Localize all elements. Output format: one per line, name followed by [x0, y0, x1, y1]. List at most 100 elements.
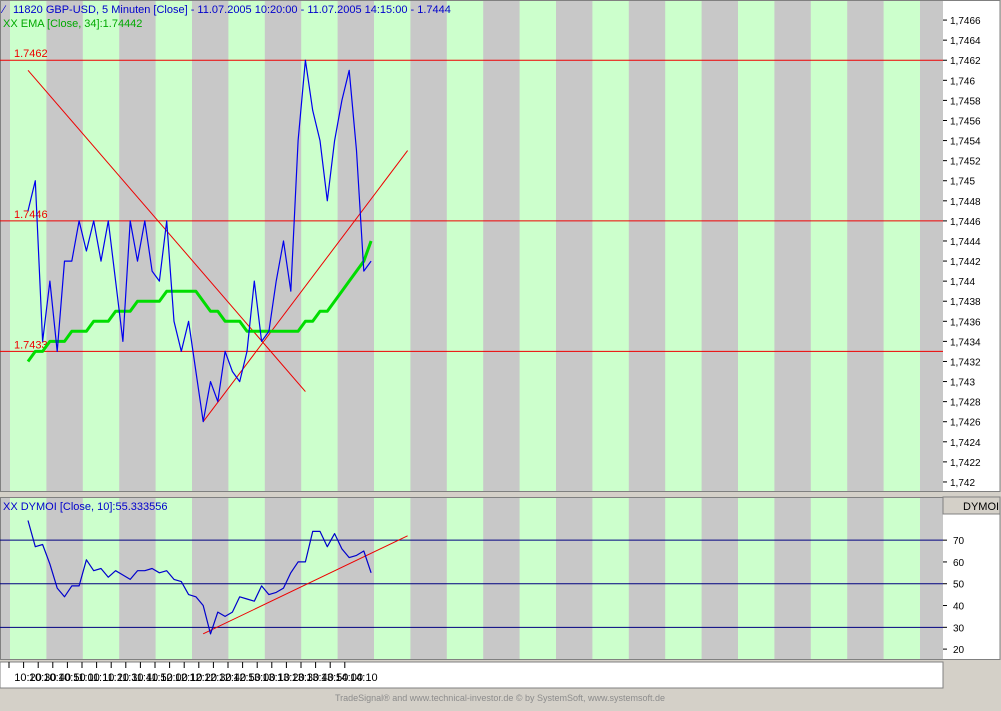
y-tick-label: 1,7428: [950, 398, 981, 409]
indicator-time-stripe: [738, 497, 775, 660]
y-tick-label: 1,7442: [950, 257, 981, 268]
price-time-stripe: [519, 0, 556, 492]
y-tick-label: 1,7436: [950, 317, 981, 328]
x-tick-label: 12:40: [219, 672, 247, 684]
indicator-time-stripe: [10, 497, 47, 660]
indicator-panel-background: [0, 496, 1001, 660]
y-tick-label: 1,744: [950, 277, 975, 288]
level-label: 1.7433: [14, 339, 48, 351]
x-tick-label: 13:10: [262, 672, 290, 684]
x-tick-label: 12:30: [204, 672, 232, 684]
price-time-stripe: [10, 0, 47, 492]
trend-line[interactable]: [202, 150, 408, 423]
x-tick-label: 12:10: [175, 672, 203, 684]
indicator-time-stripe: [592, 497, 629, 660]
price-time-stripe: [592, 0, 629, 492]
x-tick-label: 12:00: [160, 672, 188, 684]
price-line[interactable]: [27, 59, 372, 423]
y-tick-label: 70: [953, 536, 965, 547]
x-axis-strip: [0, 661, 944, 689]
y-tick-label: 30: [953, 623, 965, 634]
indicator-time-stripe: [810, 497, 848, 660]
y-tick-label: 1,746: [950, 76, 975, 87]
price-time-stripe: [883, 0, 920, 492]
dymoi-line[interactable]: [27, 520, 372, 635]
indicator-time-stripe: [374, 497, 411, 660]
indicator-border: [0, 497, 1001, 660]
price-time-stripe: [665, 0, 702, 492]
y-tick-label: 1,7432: [950, 357, 981, 368]
y-tick-label: 60: [953, 558, 965, 569]
level-label: 1.7446: [14, 209, 48, 221]
x-tick-label: 11:50: [146, 672, 173, 684]
ema-line[interactable]: [26, 240, 373, 363]
y-tick-label: 1,7422: [950, 458, 981, 469]
y-tick-label: 1,7438: [950, 297, 981, 308]
y-tick-label: 40: [953, 602, 965, 613]
trend-line[interactable]: [202, 535, 408, 635]
price-series-group[interactable]: [26, 59, 373, 423]
x-tick-label: 11:20: [102, 672, 129, 684]
indicator-time-stripe: [82, 497, 120, 660]
y-tick-label: 50: [953, 580, 965, 591]
y-tick-label: 1,743: [950, 378, 975, 389]
indicator-panel-header: XX DYMOI [Close, 10]:55.333556 DYMOI: [3, 501, 999, 513]
x-tick-label: 11:30: [117, 672, 144, 684]
x-tick-label: 12:20: [189, 672, 217, 684]
indicator-series-group[interactable]: [27, 520, 372, 635]
x-tick-label: 13:20: [277, 672, 305, 684]
y-tick-label: 1,7452: [950, 157, 981, 168]
ema-legend-label: XX EMA [Close, 34]:1.74442: [3, 18, 142, 30]
price-time-stripe: [228, 0, 265, 492]
price-panel-title: 11820 GBP-USD, 5 Minuten [Close] - 11.07…: [13, 4, 451, 16]
x-tick-label: 13:40: [306, 672, 334, 684]
price-axis-area: [943, 0, 1000, 492]
indicator-time-stripe: [228, 497, 265, 660]
y-tick-label: 1,742: [950, 478, 975, 489]
price-y-axis: 1,742 1,7422 1,7424 1,7426 1,7428 1,743 1,7432…: [943, 16, 981, 489]
y-tick-label: 1,7424: [950, 438, 981, 449]
level-label: 1.7462: [14, 48, 48, 60]
trend-line[interactable]: [27, 69, 306, 392]
indicator-level-lines: [0, 539, 943, 628]
price-panel-background: [0, 0, 1001, 492]
indicator-time-stripe: [519, 497, 556, 660]
price-time-stripe: [301, 0, 338, 492]
x-tick-label: 11:10: [88, 672, 115, 684]
price-time-stripe: [446, 0, 484, 492]
price-time-stripe: [810, 0, 848, 492]
price-time-stripe: [374, 0, 411, 492]
price-trend-lines[interactable]: [27, 69, 408, 423]
x-tick-label: 13:00: [248, 672, 276, 684]
y-tick-label: 1,7444: [950, 237, 981, 248]
x-tick-label: 13:50: [321, 672, 349, 684]
price-time-stripe: [82, 0, 120, 492]
y-tick-label: 1,7426: [950, 418, 981, 429]
indicator-panel-title: XX DYMOI [Close, 10]:55.333556: [3, 501, 167, 513]
indicator-axis-area: [943, 497, 1000, 660]
price-time-stripe: [738, 0, 775, 492]
x-tick-label: 10:20: [14, 672, 42, 684]
y-tick-label: 1,7462: [950, 56, 981, 67]
chart-icon: ∕: [0, 4, 7, 16]
indicator-trend-lines[interactable]: [202, 535, 408, 635]
price-border: [0, 0, 1001, 492]
indicator-axis-tab: DYMOI: [963, 501, 999, 513]
y-tick-label: 1,7454: [950, 137, 981, 148]
indicator-time-stripe: [665, 497, 702, 660]
y-tick-label: 1,7456: [950, 116, 981, 127]
x-tick-label: 11:00: [73, 672, 100, 684]
y-tick-label: 1,7434: [950, 337, 981, 348]
x-tick-label: 14:10: [350, 672, 378, 684]
time-x-axis: 10:2010:3010:4010:5011:0011:1011:2011:30…: [0, 661, 944, 689]
x-tick-label: 10:50: [58, 672, 86, 684]
x-tick-label: 13:30: [292, 672, 320, 684]
y-tick-label: 1,7446: [950, 217, 981, 228]
indicator-time-stripe: [446, 497, 484, 660]
footer-credit: TradeSignal® and www.technical-investor.…: [335, 693, 665, 703]
y-tick-label: 1,7464: [950, 36, 981, 47]
x-tick-label: 14:00: [335, 672, 363, 684]
price-time-stripe: [155, 0, 192, 492]
indicator-time-stripe: [883, 497, 920, 660]
